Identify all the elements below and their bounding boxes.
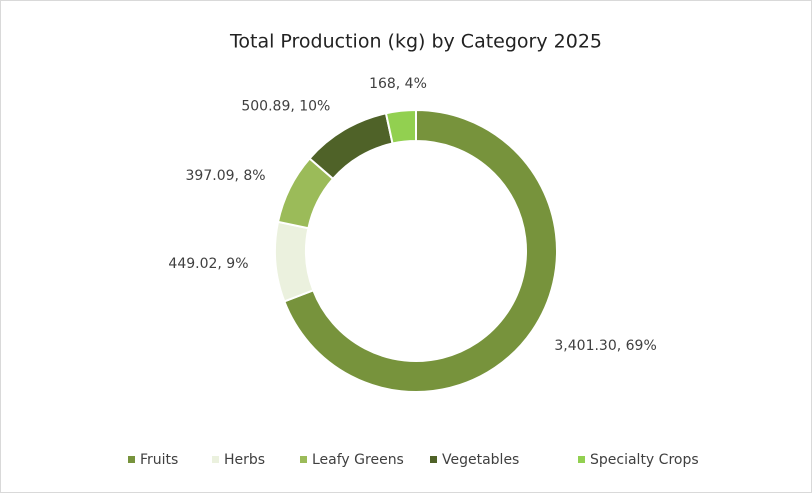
legend-label: Specialty Crops xyxy=(590,452,699,468)
data-label: 3,401.30, 69% xyxy=(554,338,656,354)
legend-marker xyxy=(212,456,219,463)
legend-marker xyxy=(128,456,135,463)
legend-marker xyxy=(578,456,585,463)
legend-marker xyxy=(300,456,307,463)
chart-title: Total Production (kg) by Category 2025 xyxy=(229,31,602,53)
legend-marker xyxy=(430,456,437,463)
legend-label: Herbs xyxy=(224,452,265,468)
donut-segment xyxy=(384,108,417,145)
data-label: 500.89, 10% xyxy=(241,98,330,114)
legend-label: Vegetables xyxy=(442,452,519,468)
donut-segment xyxy=(283,108,558,393)
legend-label: Leafy Greens xyxy=(312,452,404,468)
data-label: 449.02, 9% xyxy=(168,256,248,272)
legend-label: Fruits xyxy=(140,452,178,468)
data-label: 397.09, 8% xyxy=(186,168,266,184)
data-label: 168, 4% xyxy=(369,76,427,92)
